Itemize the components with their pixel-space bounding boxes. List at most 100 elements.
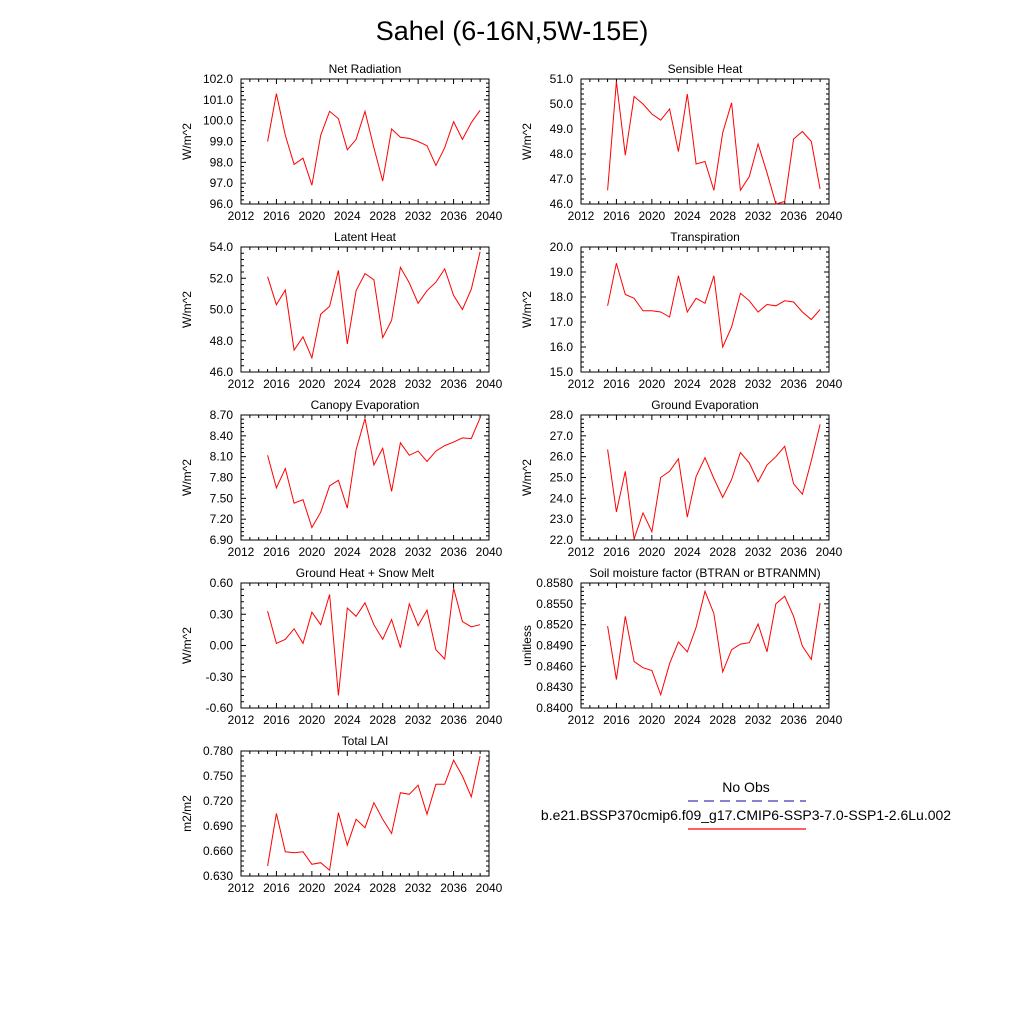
panel-title: Sensible Heat — [668, 62, 743, 76]
y-tick-label: 20.0 — [550, 240, 574, 254]
x-tick-label: 2020 — [639, 377, 666, 391]
y-tick-label: 25.0 — [550, 471, 574, 485]
x-tick-label: 2036 — [440, 209, 467, 223]
x-tick-label: 2012 — [228, 377, 255, 391]
y-tick-label: 0.630 — [203, 869, 233, 883]
y-axis-label: W/m^2 — [520, 291, 534, 328]
y-axis-label: W/m^2 — [180, 291, 194, 328]
panel-8: Soil moisture factor (BTRAN or BTRANMN) u… — [520, 566, 843, 727]
y-tick-label: 0.30 — [210, 607, 234, 621]
x-tick-label: 2032 — [405, 881, 432, 895]
series-line — [607, 263, 821, 349]
y-tick-label: 24.0 — [550, 491, 574, 505]
x-tick-label: 2024 — [334, 209, 361, 223]
x-tick-label: 2040 — [476, 713, 503, 727]
y-axis-label: unitless — [520, 625, 534, 666]
x-tick-label: 2012 — [568, 377, 595, 391]
panel-title: Latent Heat — [334, 230, 397, 244]
x-tick-label: 2016 — [603, 209, 630, 223]
x-tick-label: 2012 — [228, 545, 255, 559]
panel-3: Latent Heat W/m^2 2012 2016 2020 2024 2028 2032… — [180, 230, 503, 391]
y-tick-label: 8.70 — [210, 408, 234, 422]
x-tick-label: 2036 — [780, 209, 807, 223]
y-axis-label: m2/m2 — [180, 795, 194, 832]
plot-frame — [240, 414, 490, 541]
x-tick-label: 2016 — [603, 713, 630, 727]
x-tick-label: 2024 — [674, 713, 701, 727]
y-tick-label: 8.10 — [210, 450, 234, 464]
y-tick-label: 0.8490 — [536, 639, 573, 653]
y-axis-label: W/m^2 — [180, 459, 194, 496]
x-tick-label: 2012 — [228, 881, 255, 895]
x-tick-label: 2020 — [299, 545, 326, 559]
panel-title: Net Radiation — [329, 62, 402, 76]
x-tick-label: 2020 — [299, 377, 326, 391]
series-line — [267, 417, 481, 529]
y-tick-label: -0.60 — [206, 701, 234, 715]
series-line — [267, 588, 481, 696]
x-tick-label: 2020 — [639, 713, 666, 727]
x-tick-label: 2024 — [674, 209, 701, 223]
y-tick-label: 50.0 — [550, 97, 574, 111]
series-line — [607, 589, 821, 697]
y-tick-label: 51.0 — [550, 72, 574, 86]
x-tick-label: 2028 — [369, 713, 396, 727]
y-tick-label: 6.90 — [210, 533, 234, 547]
plot-frame — [580, 582, 830, 709]
x-tick-label: 2020 — [639, 209, 666, 223]
y-tick-label: 0.8400 — [536, 701, 573, 715]
x-tick-label: 2032 — [745, 713, 772, 727]
x-tick-label: 2012 — [568, 545, 595, 559]
x-tick-label: 2024 — [334, 545, 361, 559]
y-tick-label: 46.0 — [210, 365, 234, 379]
x-tick-label: 2012 — [228, 209, 255, 223]
x-tick-label: 2016 — [603, 377, 630, 391]
panel-title: Transpiration — [670, 230, 740, 244]
x-tick-label: 2016 — [263, 377, 290, 391]
y-tick-label: 26.0 — [550, 450, 574, 464]
series-line — [607, 424, 821, 540]
panels: Net Radiation W/m^2 2012 2016 2020 2024 2028 20… — [180, 62, 843, 895]
panel-7: Ground Heat + Snow Melt W/m^2 2012 2016 2020… — [180, 566, 503, 727]
panel-title: Ground Evaporation — [651, 398, 758, 412]
x-tick-label: 2036 — [780, 713, 807, 727]
series-line — [607, 81, 821, 205]
y-tick-label: 99.0 — [210, 135, 234, 149]
y-tick-label: 101.0 — [203, 93, 233, 107]
panel-2: Sensible Heat W/m^2 2012 2016 2020 2024 2028 20… — [520, 62, 843, 223]
x-tick-label: 2032 — [745, 545, 772, 559]
x-tick-label: 2012 — [568, 713, 595, 727]
series-line — [267, 251, 481, 360]
x-tick-label: 2028 — [709, 545, 736, 559]
x-tick-label: 2020 — [639, 545, 666, 559]
x-tick-label: 2036 — [440, 881, 467, 895]
x-tick-label: 2028 — [369, 881, 396, 895]
panel-6: Ground Evaporation W/m^2 2012 2016 2020 2024 2… — [520, 398, 843, 559]
y-tick-label: 47.0 — [550, 172, 574, 186]
panel-9: Total LAI m2/m2 2012 2016 2020 2024 2028 2032 20… — [180, 734, 503, 895]
x-tick-label: 2012 — [228, 713, 255, 727]
x-tick-label: 2040 — [476, 545, 503, 559]
figure-title: Sahel (6-16N,5W-15E) — [376, 16, 649, 46]
series-line — [267, 93, 481, 186]
panel-1: Net Radiation W/m^2 2012 2016 2020 2024 2028 20… — [180, 62, 503, 223]
x-tick-label: 2032 — [745, 209, 772, 223]
y-tick-label: 0.00 — [210, 639, 234, 653]
x-tick-label: 2028 — [709, 209, 736, 223]
y-tick-label: 23.0 — [550, 512, 574, 526]
x-tick-label: 2016 — [263, 209, 290, 223]
x-tick-label: 2040 — [476, 881, 503, 895]
x-tick-label: 2028 — [369, 377, 396, 391]
y-tick-label: 0.8580 — [536, 576, 573, 590]
x-tick-label: 2024 — [674, 545, 701, 559]
x-tick-label: 2020 — [299, 209, 326, 223]
y-tick-label: 16.0 — [550, 340, 574, 354]
y-tick-label: 96.0 — [210, 197, 234, 211]
y-tick-label: 48.0 — [550, 147, 574, 161]
y-tick-label: 0.60 — [210, 576, 234, 590]
y-tick-label: 0.750 — [203, 769, 233, 783]
x-tick-label: 2016 — [263, 881, 290, 895]
y-tick-label: 0.8460 — [536, 659, 573, 673]
plot-frame — [240, 78, 490, 205]
x-tick-label: 2024 — [334, 881, 361, 895]
